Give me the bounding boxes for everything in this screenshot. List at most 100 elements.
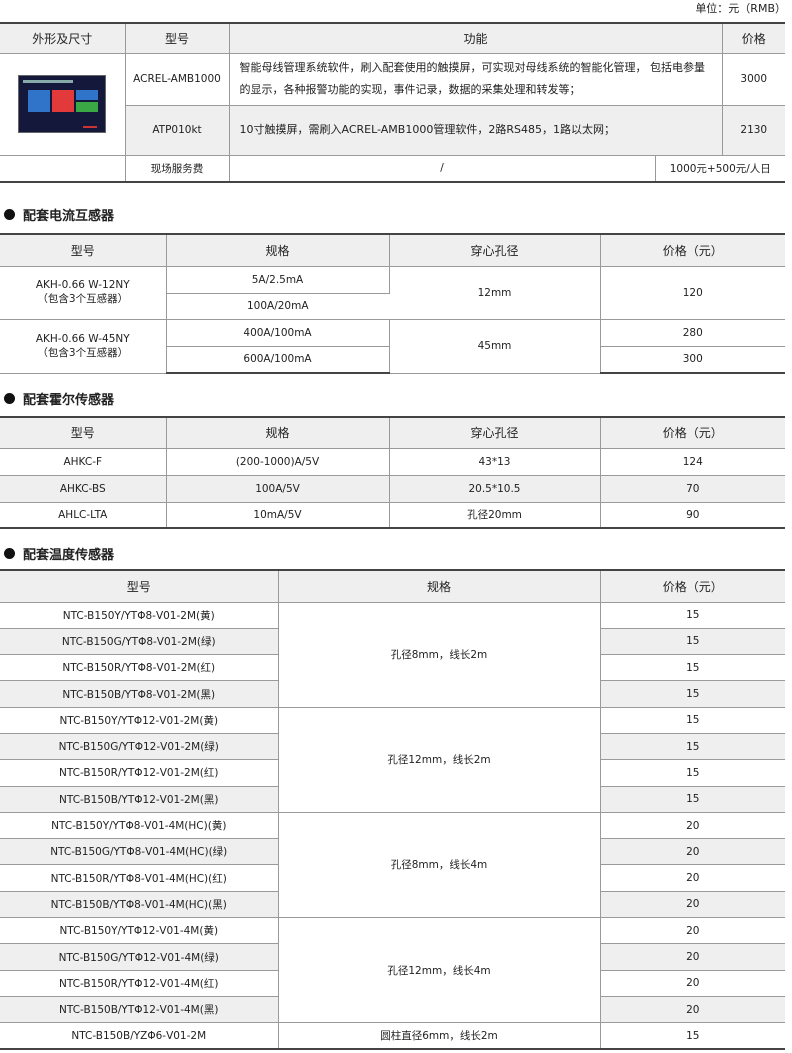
spec-cell: 孔径12mm，线长4m xyxy=(278,917,601,1024)
model-cell: NTC-B150B/YTΦ12-V01-2M(黑) xyxy=(0,785,279,813)
model-cell: NTC-B150R/YTΦ12-V01-4M(红) xyxy=(0,969,279,997)
table-row: AHKC-F (200-1000)A/5V 43*13 124 xyxy=(0,447,785,476)
price-cell: 20 xyxy=(600,995,785,1024)
price-cell: 15 xyxy=(600,706,785,734)
spec-cell: 圆柱直径6mm，线长2m xyxy=(278,1022,601,1051)
spec-cell: 孔径8mm，线长4m xyxy=(278,811,601,919)
header-spec: 规格 xyxy=(278,569,601,603)
spec-cell: 10mA/5V xyxy=(166,501,390,529)
hole-cell: 孔径20mm xyxy=(389,501,601,529)
model-cell: NTC-B150G/YTΦ12-V01-4M(绿) xyxy=(0,943,279,971)
price-cell: 15 xyxy=(600,680,785,708)
table-row: NTC-B150G/YTΦ8-V01-4M(HC)(绿) 20 xyxy=(0,838,785,866)
model-cell: NTC-B150R/YTΦ8-V01-4M(HC)(红) xyxy=(0,864,279,892)
price-cell: 15 xyxy=(600,1022,785,1051)
table-row: NTC-B150Y/YTΦ12-V01-4M(黄) 孔径12mm，线长4m 20 xyxy=(0,917,785,1024)
bullet-icon xyxy=(4,209,15,220)
model-cell: NTC-B150B/YZΦ6-V01-2M xyxy=(0,1022,279,1051)
table-row: NTC-B150B/YTΦ8-V01-4M(HC)(黑) 20 xyxy=(0,890,785,919)
product-image-cell xyxy=(0,52,126,156)
price-cell: 280 xyxy=(600,318,785,347)
model-cell: NTC-B150B/YTΦ8-V01-4M(HC)(黑) xyxy=(0,890,279,919)
spec-cell: 100A/5V xyxy=(166,474,390,503)
hole-cell: 12mm xyxy=(389,265,601,320)
header-hole: 穿心孔径 xyxy=(389,416,601,449)
price-cell: 3000 xyxy=(722,52,786,106)
header-appearance: 外形及尺寸 xyxy=(0,22,126,54)
price-cell: 300 xyxy=(600,345,785,374)
model-cell: NTC-B150Y/YTΦ8-V01-4M(HC)(黄) xyxy=(0,811,279,840)
price-cell: 20 xyxy=(600,917,785,945)
price-cell: 20 xyxy=(600,943,785,971)
hole-cell: 45mm xyxy=(389,318,601,374)
price-cell: 15 xyxy=(600,732,785,761)
price-cell: 70 xyxy=(600,474,785,503)
hall-table: 型号 规格 穿心孔径 价格（元） AHKC-F (200-1000)A/5V 43*… xyxy=(0,416,785,529)
price-cell: 20 xyxy=(600,838,785,866)
model-cell: ACREL-AMB1000 xyxy=(125,52,230,106)
header-price: 价格（元） xyxy=(600,233,785,267)
model-cell: NTC-B150G/YTΦ8-V01-2M(绿) xyxy=(0,627,279,656)
header-model: 型号 xyxy=(0,416,167,449)
spec-cell: 400A/100mA xyxy=(166,318,390,347)
model-cell: AHKC-BS xyxy=(0,474,167,503)
header-price: 价格 xyxy=(722,22,786,54)
table-row: NTC-B150Y/YTΦ8-V01-2M(黄) 孔径8mm，线长2m 15 xyxy=(0,601,785,708)
model-cell: AKH-0.66 W-12NY （包含3个互感器） xyxy=(0,265,167,320)
section-title-hall: 配套霍尔传感器 xyxy=(4,389,114,408)
model-cell: NTC-B150G/YTΦ8-V01-4M(HC)(绿) xyxy=(0,838,279,866)
header-spec: 规格 xyxy=(166,416,390,449)
header-function: 功能 xyxy=(229,22,723,54)
main-price-table: 外形及尺寸 型号 功能 价格 ACREL-AMB1000 智能母线管理系统软件，… xyxy=(0,22,786,183)
model-cell: NTC-B150R/YTΦ8-V01-2M(红) xyxy=(0,654,279,682)
table-row: NTC-B150B/YTΦ8-V01-2M(黑) 15 xyxy=(0,680,785,708)
table-row: NTC-B150G/YTΦ12-V01-4M(绿) 20 xyxy=(0,943,785,971)
table-row: AHLC-LTA 10mA/5V 孔径20mm 90 xyxy=(0,501,785,529)
price-cell: 20 xyxy=(600,890,785,919)
price-cell: 2130 xyxy=(722,104,786,156)
temp-table: 型号 规格 价格（元） NTC-B150Y/YTΦ8-V01-2M(黄) 孔径8m… xyxy=(0,569,785,1051)
header-model: 型号 xyxy=(0,233,167,267)
unit-note: 单位：元（RMB） xyxy=(695,2,786,15)
section-title-ct: 配套电流互感器 xyxy=(4,205,114,224)
model-cell: NTC-B150Y/YTΦ12-V01-2M(黄) xyxy=(0,706,279,734)
service-function: / xyxy=(229,154,656,183)
table-row: NTC-B150R/YTΦ12-V01-4M(红) 20 xyxy=(0,969,785,997)
table-row: NTC-B150G/YTΦ12-V01-2M(绿) 15 xyxy=(0,732,785,761)
bullet-icon xyxy=(4,393,15,404)
price-cell: 120 xyxy=(600,265,785,320)
function-cell: 智能母线管理系统软件，刷入配套使用的触摸屏，可实现对母线系统的智能化管理， 包括… xyxy=(229,52,723,106)
hole-cell: 20.5*10.5 xyxy=(389,474,601,503)
function-cell: 10寸触摸屏，需刷入ACREL-AMB1000管理软件，2路RS485，1路以太… xyxy=(229,104,723,156)
header-model: 型号 xyxy=(0,569,279,603)
price-cell: 15 xyxy=(600,601,785,629)
table-row: NTC-B150Y/YTΦ12-V01-2M(黄) 孔径12mm，线长2m 15 xyxy=(0,706,785,813)
spec-cell: 孔径8mm，线长2m xyxy=(278,601,601,708)
price-cell: 90 xyxy=(600,501,785,529)
table-row: NTC-B150Y/YTΦ8-V01-4M(HC)(黄) 孔径8mm，线长4m 20 xyxy=(0,811,785,919)
hole-cell: 43*13 xyxy=(389,447,601,476)
model-cell: NTC-B150Y/YTΦ8-V01-2M(黄) xyxy=(0,601,279,629)
price-cell: 15 xyxy=(600,627,785,656)
model-cell: ATP010kt xyxy=(125,104,230,156)
spec-cell: 5A/2.5mA xyxy=(166,265,390,294)
model-cell: AKH-0.66 W-45NY （包含3个互感器） xyxy=(0,318,167,374)
section-title-temp: 配套温度传感器 xyxy=(4,544,114,563)
service-label: 现场服务费 xyxy=(125,154,230,183)
model-cell: NTC-B150B/YTΦ8-V01-2M(黑) xyxy=(0,680,279,708)
table-row: NTC-B150R/YTΦ8-V01-4M(HC)(红) 20 xyxy=(0,864,785,892)
header-price: 价格（元） xyxy=(600,569,785,603)
model-cell: NTC-B150Y/YTΦ12-V01-4M(黄) xyxy=(0,917,279,945)
price-cell: 124 xyxy=(600,447,785,476)
header-hole: 穿心孔径 xyxy=(389,233,601,267)
table-row: NTC-B150R/YTΦ8-V01-2M(红) 15 xyxy=(0,654,785,682)
price-cell: 15 xyxy=(600,759,785,787)
model-cell: NTC-B150B/YTΦ12-V01-4M(黑) xyxy=(0,995,279,1024)
table-row: NTC-B150B/YZΦ6-V01-2M 圆柱直径6mm，线长2m 15 xyxy=(0,1022,785,1051)
model-cell: NTC-B150R/YTΦ12-V01-2M(红) xyxy=(0,759,279,787)
header-spec: 规格 xyxy=(166,233,390,267)
spec-cell: (200-1000)A/5V xyxy=(166,447,390,476)
model-cell: AHLC-LTA xyxy=(0,501,167,529)
bullet-icon xyxy=(4,548,15,559)
price-cell: 15 xyxy=(600,654,785,682)
